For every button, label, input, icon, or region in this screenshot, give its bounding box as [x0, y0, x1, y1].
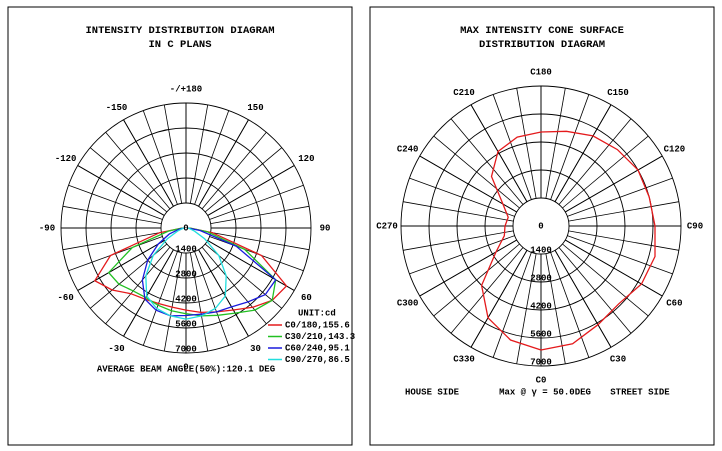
angle-label: -30 — [108, 344, 124, 354]
angle-label: 0 — [183, 362, 188, 372]
angle-tick — [207, 165, 295, 216]
angle-tick — [198, 119, 249, 207]
legend-title: UNIT:cd — [298, 308, 336, 318]
angle-tick — [77, 240, 165, 291]
angle-label: C330 — [453, 355, 475, 365]
angle-label: -120 — [55, 154, 77, 164]
right-panel — [369, 6, 715, 446]
note: Max @ γ = 50.0DEG — [499, 387, 591, 397]
angle-label: -/+180 — [170, 84, 202, 94]
angle-label: C150 — [607, 88, 629, 98]
angle-tick — [198, 249, 249, 337]
legend-label: C0/180,155.6 — [285, 320, 350, 330]
chart-title: INTENSITY DISTRIBUTION DIAGRAM — [85, 25, 274, 37]
angle-tick — [207, 240, 295, 291]
angle-label: C0 — [536, 375, 547, 385]
legend-label: C90/270,86.5 — [285, 355, 350, 365]
r-tick-label: 4200 — [530, 301, 552, 311]
angle-label: -60 — [58, 293, 74, 303]
r-tick-label: 1400 — [175, 244, 197, 254]
intensity-curve — [141, 227, 277, 317]
angle-label: C300 — [397, 298, 419, 308]
angle-tick — [554, 104, 612, 202]
r-tick-label: 5600 — [175, 319, 197, 329]
r-tick-label: 2800 — [175, 269, 197, 279]
angle-tick — [470, 104, 528, 202]
r-tick-label: 7000 — [175, 344, 197, 354]
angle-label: C210 — [453, 88, 475, 98]
angle-tick — [554, 250, 612, 348]
angle-tick — [419, 239, 517, 297]
r-tick-label: 0 — [538, 221, 543, 231]
angle-label: C90 — [687, 221, 703, 231]
angle-tick — [565, 155, 663, 213]
chart-title: MAX INTENSITY CONE SURFACE — [460, 25, 624, 37]
angle-label: 90 — [320, 223, 331, 233]
r-tick-label: 0 — [183, 223, 188, 233]
angle-tick — [419, 155, 517, 213]
angle-tick — [123, 249, 174, 337]
note: AVERAGE BEAM ANGLE(50%):120.1 DEG — [97, 364, 275, 374]
angle-label: -90 — [39, 223, 55, 233]
note: STREET SIDE — [610, 387, 670, 397]
angle-label: 150 — [247, 103, 263, 113]
angle-tick — [123, 119, 174, 207]
legend-label: C30/210,143.3 — [285, 332, 355, 342]
angle-label: C60 — [666, 298, 682, 308]
chart-title: IN C PLANS — [148, 39, 211, 51]
angle-label: C270 — [376, 221, 398, 231]
angle-label: C180 — [530, 67, 552, 77]
intensity-curve — [93, 227, 288, 314]
left-panel — [7, 6, 353, 446]
legend-label: C60/240,95.1 — [285, 343, 350, 353]
r-tick-label: 5600 — [530, 329, 552, 339]
r-tick-label: 4200 — [175, 294, 197, 304]
angle-label: C30 — [610, 355, 626, 365]
angle-label: 60 — [301, 293, 312, 303]
r-tick-label: 2800 — [530, 273, 552, 283]
r-tick-label: 7000 — [530, 357, 552, 367]
angle-label: C240 — [397, 144, 419, 154]
angle-tick — [77, 165, 165, 216]
note: HOUSE SIDE — [405, 387, 460, 397]
angle-tick — [470, 250, 528, 348]
chart-title: DISTRIBUTION DIAGRAM — [479, 39, 605, 51]
intensity-curve — [480, 130, 656, 351]
angle-label: 30 — [250, 344, 261, 354]
r-tick-label: 1400 — [530, 245, 552, 255]
angle-label: 120 — [298, 154, 314, 164]
angle-label: C120 — [664, 144, 686, 154]
angle-tick — [565, 239, 663, 297]
intensity-curve — [145, 227, 227, 320]
angle-label: -150 — [106, 103, 128, 113]
